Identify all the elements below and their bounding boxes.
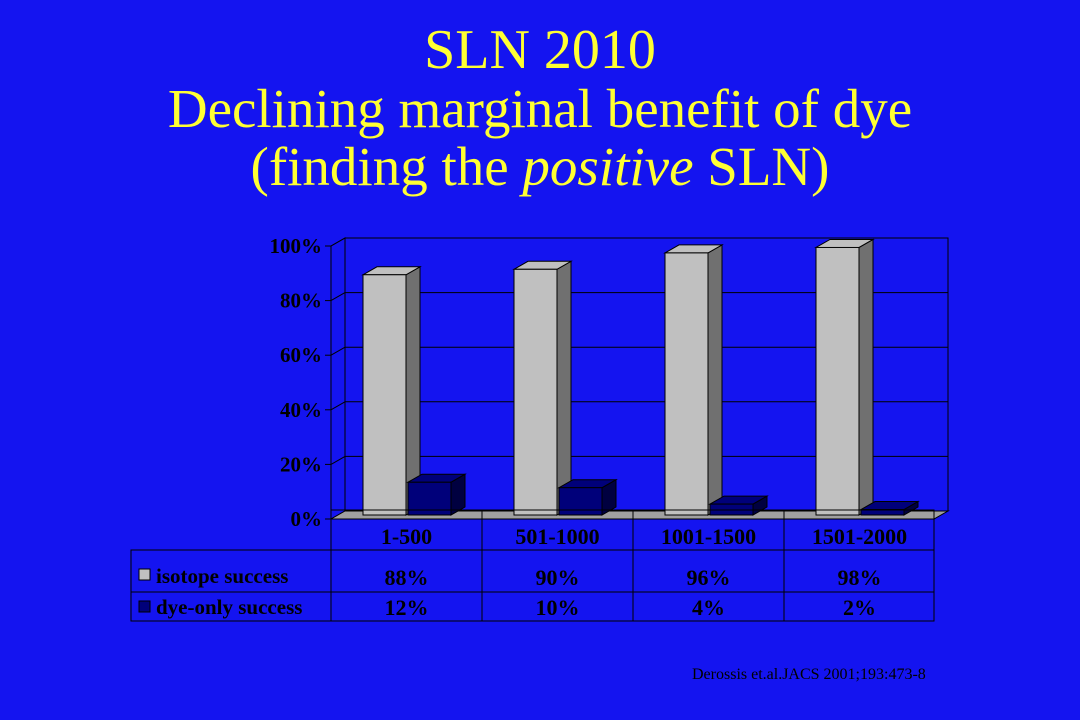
bar-isotope-front <box>362 274 407 516</box>
x-tick-label: 501-1000 <box>515 524 599 549</box>
bar-isotope-side <box>858 238 874 516</box>
bar-dye <box>406 473 467 516</box>
gridline-side <box>330 346 346 356</box>
bar-isotope <box>814 238 875 516</box>
x-tick-label: 1501-2000 <box>812 524 907 549</box>
title-block: SLN 2010 Declining marginal benefit of d… <box>0 22 1080 194</box>
legend-key-isotope <box>138 568 151 581</box>
citation: Derossis et.al.JACS 2001;193:473-8 <box>692 666 926 683</box>
data-label-dye: 12% <box>385 595 429 620</box>
bar-isotope-front <box>513 268 558 516</box>
gridline-side <box>330 237 346 247</box>
gridline-side <box>330 401 346 411</box>
bar-isotope <box>361 265 422 516</box>
bar-isotope-side <box>707 244 723 516</box>
legend-label-isotope: isotope success <box>156 564 288 588</box>
bar-isotope <box>512 260 573 516</box>
y-tick-label: 20% <box>280 452 322 476</box>
plot-side-wall <box>330 237 346 520</box>
data-label-isotope: 96% <box>687 565 731 590</box>
bar-dye-front <box>558 487 603 516</box>
data-table <box>130 509 935 622</box>
title-line-3: (finding the positive SLN) <box>0 139 1080 194</box>
y-tick-label: 0% <box>291 507 323 531</box>
title-line-2: Declining marginal benefit of dye <box>167 78 913 139</box>
data-label-dye: 10% <box>536 595 580 620</box>
title-line-3-post: SLN) <box>693 136 830 197</box>
data-label-isotope: 88% <box>385 565 429 590</box>
title-line-3-emphasis: positive <box>522 136 694 197</box>
data-label-isotope: 98% <box>838 565 882 590</box>
bar-isotope <box>663 244 724 516</box>
bar-dye <box>708 495 769 516</box>
title-line-3-pre: (finding the <box>250 136 523 197</box>
title-line-1: SLN 2010 <box>424 19 656 81</box>
plot-floor <box>329 510 950 520</box>
bar-dye <box>859 500 920 516</box>
data-label-isotope: 90% <box>536 565 580 590</box>
gridline-side <box>330 292 346 302</box>
y-tick-label: 40% <box>280 398 322 422</box>
legend-key-dye <box>138 600 151 613</box>
y-tick-label: 80% <box>280 289 322 313</box>
bar-isotope-side <box>556 260 572 516</box>
bar-isotope-front <box>664 252 709 516</box>
gridline-side <box>330 455 346 465</box>
data-label-dye: 4% <box>692 595 725 620</box>
data-label-dye: 2% <box>843 595 876 620</box>
x-tick-label: 1001-1500 <box>661 524 756 549</box>
y-tick-label: 100% <box>270 234 323 258</box>
bar-isotope-front <box>815 246 860 516</box>
legend-label-dye: dye-only success <box>156 595 302 619</box>
y-tick-label: 60% <box>280 343 322 367</box>
x-tick-label: 1-500 <box>381 524 432 549</box>
